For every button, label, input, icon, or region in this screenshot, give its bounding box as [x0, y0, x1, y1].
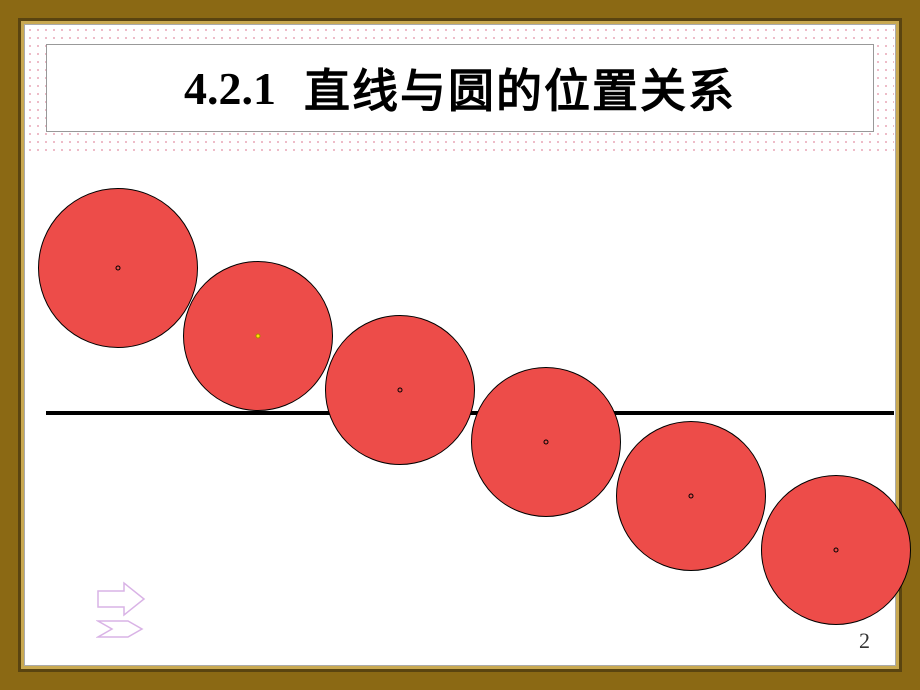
circle-4 — [471, 367, 621, 517]
circle-center-icon — [544, 440, 549, 445]
circle-center-icon — [834, 548, 839, 553]
circle-1 — [38, 188, 198, 348]
diagram-area: 2 — [26, 156, 894, 664]
section-number: 4.2.1 — [184, 62, 276, 115]
circle-6 — [761, 475, 911, 625]
page-number: 2 — [859, 628, 870, 654]
title-text: 直线与圆的位置关系 — [304, 55, 736, 121]
circle-center-icon — [256, 334, 261, 339]
circle-center-icon — [398, 388, 403, 393]
circle-3 — [325, 315, 475, 465]
slide-content: 4.2.1 直线与圆的位置关系 2 — [26, 26, 894, 664]
circle-2 — [183, 261, 333, 411]
arrow-icons — [96, 581, 152, 641]
circle-5 — [616, 421, 766, 571]
arrow-right-icon[interactable] — [98, 583, 144, 615]
nav-arrows — [96, 581, 152, 646]
circle-center-icon — [116, 266, 121, 271]
arrow-next-icon[interactable] — [98, 621, 142, 637]
circle-center-icon — [689, 494, 694, 499]
title-box: 4.2.1 直线与圆的位置关系 — [46, 44, 874, 132]
